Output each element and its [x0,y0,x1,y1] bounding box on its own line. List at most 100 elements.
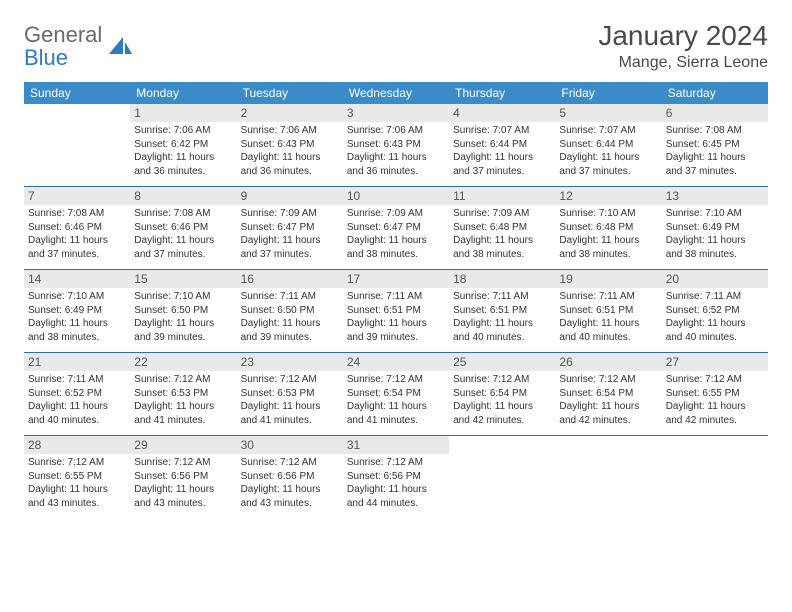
day-details: Sunrise: 7:06 AMSunset: 6:42 PMDaylight:… [134,124,232,178]
day-details: Sunrise: 7:09 AMSunset: 6:47 PMDaylight:… [347,207,445,261]
calendar-week: 7Sunrise: 7:08 AMSunset: 6:46 PMDaylight… [24,187,768,270]
calendar-cell: 18 Sunrise: 7:11 AMSunset: 6:51 PMDayligh… [449,270,555,353]
day-number: 11 [449,187,555,205]
calendar-cell: 29 Sunrise: 7:12 AMSunset: 6:56 PMDayligh… [130,436,236,519]
title-block: January 2024 Mange, Sierra Leone [598,20,768,72]
day-number: 19 [555,270,661,288]
day-number: 1 [130,104,236,122]
day-details: Sunrise: 7:06 AMSunset: 6:43 PMDaylight:… [241,124,339,178]
logo-word1: General [24,22,102,47]
weekday-header: Monday [130,82,236,104]
day-number: 2 [237,104,343,122]
calendar-cell: 24 Sunrise: 7:12 AMSunset: 6:54 PMDayligh… [343,353,449,436]
day-details: Sunrise: 7:08 AMSunset: 6:46 PMDaylight:… [134,207,232,261]
day-number: 9 [237,187,343,205]
calendar-table: SundayMondayTuesdayWednesdayThursdayFrid… [24,82,768,518]
day-number: 16 [237,270,343,288]
day-details: Sunrise: 7:07 AMSunset: 6:44 PMDaylight:… [453,124,551,178]
day-details: Sunrise: 7:10 AMSunset: 6:49 PMDaylight:… [666,207,764,261]
weekday-header: Tuesday [237,82,343,104]
day-details: Sunrise: 7:09 AMSunset: 6:47 PMDaylight:… [241,207,339,261]
day-number: 13 [662,187,768,205]
calendar-cell: 12 Sunrise: 7:10 AMSunset: 6:48 PMDayligh… [555,187,661,270]
day-details: Sunrise: 7:12 AMSunset: 6:56 PMDaylight:… [134,456,232,510]
calendar-cell: 17 Sunrise: 7:11 AMSunset: 6:51 PMDayligh… [343,270,449,353]
calendar-cell: 4Sunrise: 7:07 AMSunset: 6:44 PMDaylight… [449,104,555,187]
day-details: Sunrise: 7:07 AMSunset: 6:44 PMDaylight:… [559,124,657,178]
calendar-cell: 11Sunrise: 7:09 AMSunset: 6:48 PMDayligh… [449,187,555,270]
calendar-cell: 15 Sunrise: 7:10 AMSunset: 6:50 PMDayligh… [130,270,236,353]
day-details: Sunrise: 7:12 AMSunset: 6:54 PMDaylight:… [347,373,445,427]
day-details: Sunrise: 7:11 AMSunset: 6:51 PMDaylight:… [347,290,445,344]
weekday-header: Friday [555,82,661,104]
calendar-cell: 28Sunrise: 7:12 AMSunset: 6:55 PMDayligh… [24,436,130,519]
day-details: Sunrise: 7:12 AMSunset: 6:54 PMDaylight:… [559,373,657,427]
day-number: 23 [237,353,343,371]
day-number: 5 [555,104,661,122]
location: Mange, Sierra Leone [598,54,768,72]
day-number: 14 [24,270,130,288]
logo: General Blue [24,24,133,70]
calendar-cell: 31 Sunrise: 7:12 AMSunset: 6:56 PMDayligh… [343,436,449,519]
day-details: Sunrise: 7:08 AMSunset: 6:45 PMDaylight:… [666,124,764,178]
calendar-cell: 1 Sunrise: 7:06 AMSunset: 6:42 PMDaylight… [130,104,236,187]
weekday-header: Saturday [662,82,768,104]
day-details: Sunrise: 7:12 AMSunset: 6:56 PMDaylight:… [241,456,339,510]
day-number: 25 [449,353,555,371]
day-details: Sunrise: 7:10 AMSunset: 6:50 PMDaylight:… [134,290,232,344]
calendar-cell: 21Sunrise: 7:11 AMSunset: 6:52 PMDayligh… [24,353,130,436]
calendar-cell: 20 Sunrise: 7:11 AMSunset: 6:52 PMDayligh… [662,270,768,353]
calendar-cell: . [24,104,130,187]
day-number: 3 [343,104,449,122]
day-details: Sunrise: 7:12 AMSunset: 6:53 PMDaylight:… [134,373,232,427]
day-number: 30 [237,436,343,454]
calendar-cell: 30 Sunrise: 7:12 AMSunset: 6:56 PMDayligh… [237,436,343,519]
logo-word2: Blue [24,45,68,70]
weekday-header: Thursday [449,82,555,104]
day-number: 24 [343,353,449,371]
day-number: 17 [343,270,449,288]
logo-sail-icon [107,34,133,60]
calendar-cell: . [662,436,768,519]
day-details: Sunrise: 7:11 AMSunset: 6:52 PMDaylight:… [666,290,764,344]
day-number: 20 [662,270,768,288]
day-details: Sunrise: 7:12 AMSunset: 6:56 PMDaylight:… [347,456,445,510]
day-details: Sunrise: 7:10 AMSunset: 6:48 PMDaylight:… [559,207,657,261]
calendar-cell: 27 Sunrise: 7:12 AMSunset: 6:55 PMDayligh… [662,353,768,436]
day-number: 18 [449,270,555,288]
header: General Blue January 2024 Mange, Sierra … [24,20,768,72]
calendar-cell: . [555,436,661,519]
calendar-week: .1 Sunrise: 7:06 AMSunset: 6:42 PMDayligh… [24,104,768,187]
day-number: 21 [24,353,130,371]
day-number: 10 [343,187,449,205]
calendar-cell: 7Sunrise: 7:08 AMSunset: 6:46 PMDaylight… [24,187,130,270]
day-number: 28 [24,436,130,454]
calendar-cell: 25 Sunrise: 7:12 AMSunset: 6:54 PMDayligh… [449,353,555,436]
calendar-body: .1Sunrise: 7:06 AMSunset: 6:42 PMDayligh… [24,104,768,518]
day-number: 12 [555,187,661,205]
calendar-cell: 2 Sunrise: 7:06 AMSunset: 6:43 PMDaylight… [237,104,343,187]
calendar-week: 21Sunrise: 7:11 AMSunset: 6:52 PMDayligh… [24,353,768,436]
calendar-cell: 23Sunrise: 7:12 AMSunset: 6:53 PMDayligh… [237,353,343,436]
day-details: Sunrise: 7:12 AMSunset: 6:55 PMDaylight:… [666,373,764,427]
day-details: Sunrise: 7:11 AMSunset: 6:51 PMDaylight:… [559,290,657,344]
calendar-cell: 8Sunrise: 7:08 AMSunset: 6:46 PMDaylight… [130,187,236,270]
calendar-cell: 9 Sunrise: 7:09 AMSunset: 6:47 PMDaylight… [237,187,343,270]
day-number: 29 [130,436,236,454]
day-details: Sunrise: 7:11 AMSunset: 6:51 PMDaylight:… [453,290,551,344]
calendar-cell: 19 Sunrise: 7:11 AMSunset: 6:51 PMDayligh… [555,270,661,353]
calendar-week: 14Sunrise: 7:10 AMSunset: 6:49 PMDayligh… [24,270,768,353]
day-details: Sunrise: 7:11 AMSunset: 6:50 PMDaylight:… [241,290,339,344]
calendar-cell: 6Sunrise: 7:08 AMSunset: 6:45 PMDaylight… [662,104,768,187]
day-details: Sunrise: 7:12 AMSunset: 6:54 PMDaylight:… [453,373,551,427]
day-number: 7 [24,187,130,205]
calendar-cell: 13 Sunrise: 7:10 AMSunset: 6:49 PMDayligh… [662,187,768,270]
calendar-cell: 10 Sunrise: 7:09 AMSunset: 6:47 PMDayligh… [343,187,449,270]
calendar-cell: 26Sunrise: 7:12 AMSunset: 6:54 PMDayligh… [555,353,661,436]
day-number: 31 [343,436,449,454]
day-number: 15 [130,270,236,288]
calendar-cell: . [449,436,555,519]
day-number: 27 [662,353,768,371]
weekday-header-row: SundayMondayTuesdayWednesdayThursdayFrid… [24,82,768,104]
day-number: 22 [130,353,236,371]
